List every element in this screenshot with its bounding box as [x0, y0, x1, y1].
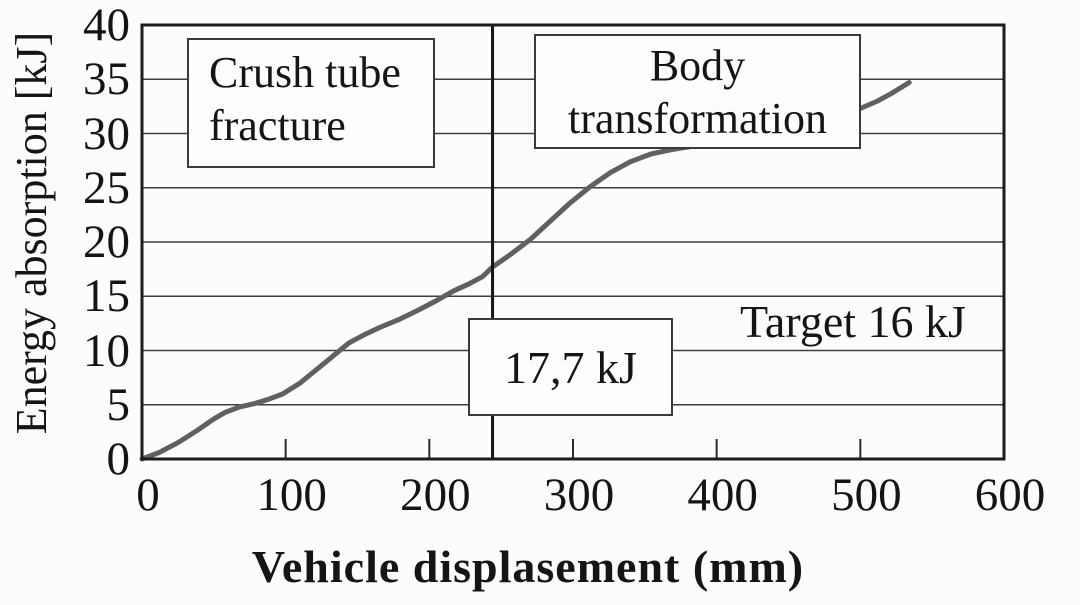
- y-tick-label: 0: [106, 433, 131, 485]
- x-tick-label: 500: [831, 469, 902, 521]
- plot-border: [140, 23, 1006, 461]
- annotation-text-line: transformation: [567, 94, 828, 143]
- annotation-box-crush-tube-fracture: Crush tube fracture: [187, 38, 435, 168]
- x-tick-label: 200: [400, 469, 471, 521]
- annotation-box-body-transformation: Body transformation: [534, 34, 861, 149]
- y-tick-label: 15: [83, 270, 130, 323]
- annotation-text-line: Body: [649, 41, 746, 90]
- target-energy-label: Target 16 kJ: [740, 296, 966, 347]
- y-tick-label: 5: [106, 378, 131, 431]
- y-tick-label: 30: [83, 107, 130, 160]
- y-tick-label: 25: [83, 161, 130, 214]
- y-tick-label: 35: [83, 53, 130, 106]
- y-tick-label: 40: [83, 0, 130, 51]
- x-tick-label: 400: [687, 469, 758, 521]
- y-tick-label: 10: [83, 324, 130, 377]
- annotation-text-line: Crush tube: [209, 48, 401, 97]
- annotation-text-line: fracture: [209, 101, 346, 150]
- x-tick-label: 0: [136, 469, 160, 521]
- x-tick-label: 100: [256, 469, 327, 521]
- y-tick-label: 20: [83, 216, 130, 268]
- x-tick-label: 300: [543, 469, 615, 521]
- annotation-box-energy-value: 17,7 kJ: [468, 318, 673, 416]
- x-axis-title: Vehicle displasement (mm): [251, 541, 805, 592]
- x-tick-label: 600: [974, 469, 1046, 521]
